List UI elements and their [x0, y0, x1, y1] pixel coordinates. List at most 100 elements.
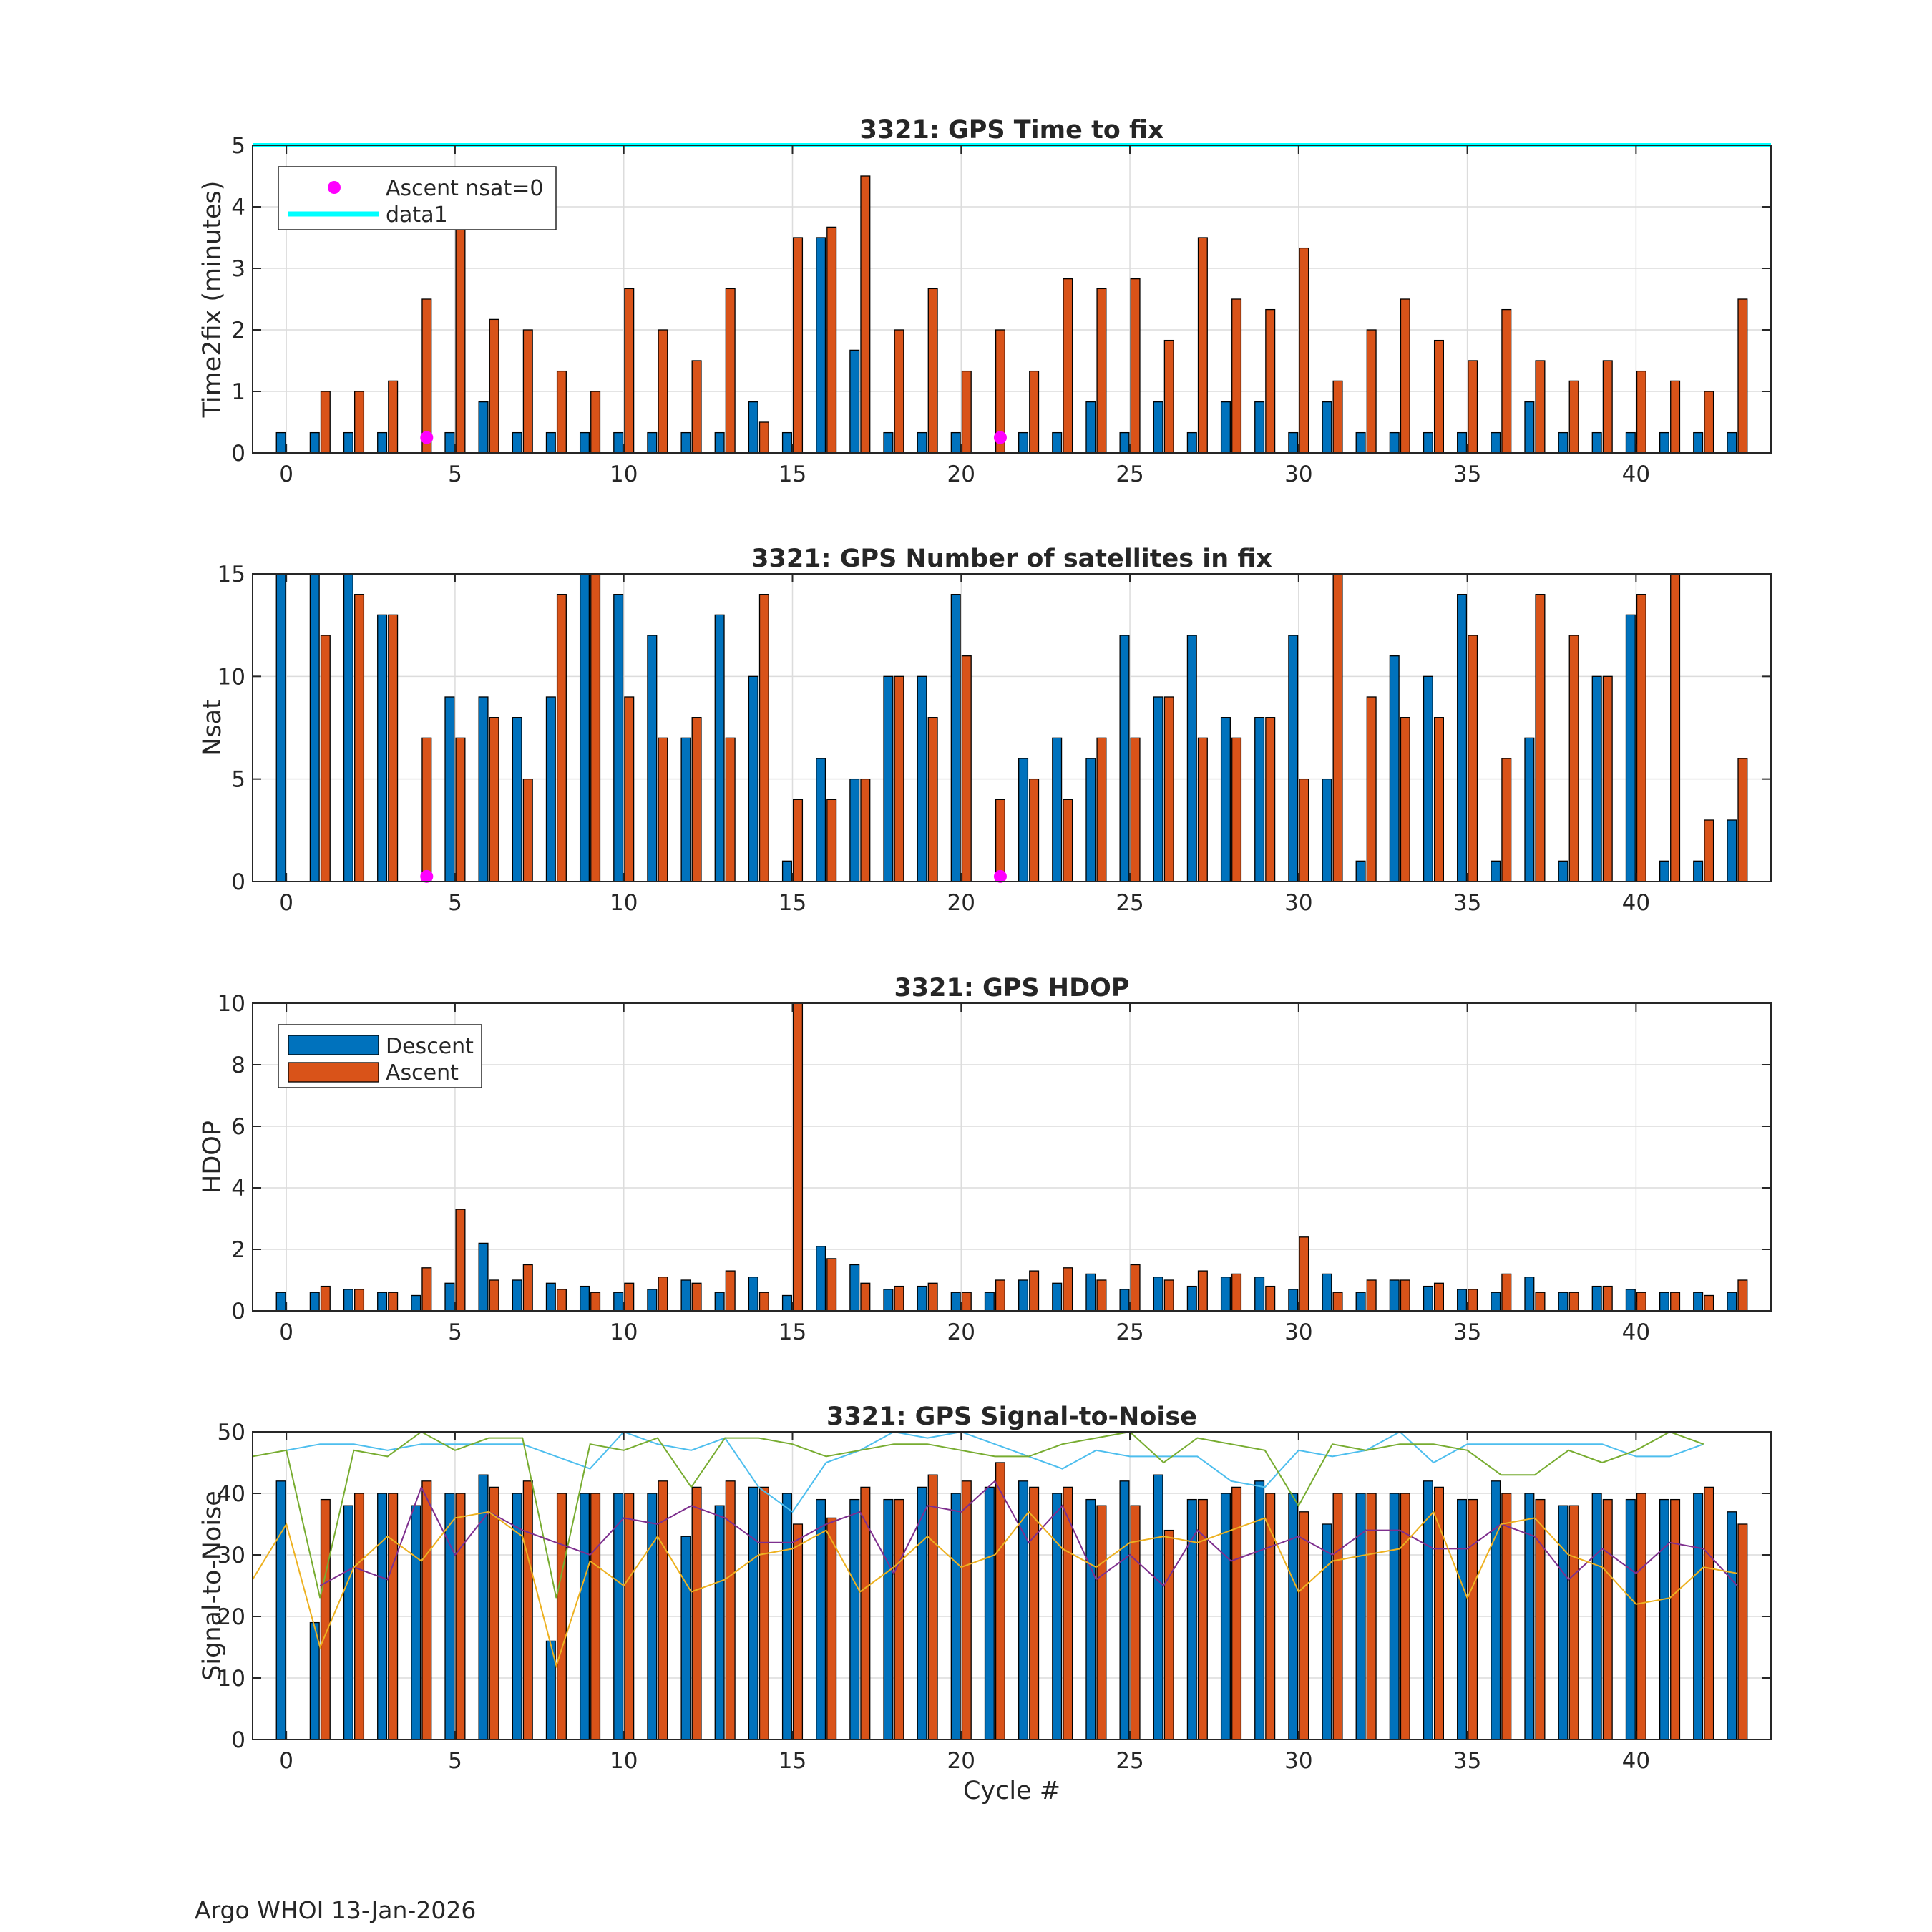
ascent-bar-39: [1602, 360, 1613, 454]
nsat-zero-marker-21: [993, 431, 1007, 444]
descent-bar-14: [748, 401, 758, 454]
ascent-bar-28: [1231, 1486, 1242, 1740]
ascent-bar-12: [691, 1486, 702, 1740]
ascent-bar-32: [1366, 1279, 1377, 1312]
ascent-bar-19: [927, 288, 938, 454]
ascent-bar-19: [927, 1474, 938, 1740]
ascent-bar-41: [1670, 380, 1681, 454]
x-tick-label: 30: [1284, 462, 1312, 487]
descent-bar-0: [275, 431, 286, 454]
ascent-bar-33: [1400, 298, 1410, 454]
descent-bar-42: [1693, 1292, 1704, 1312]
ascent-bar-24: [1096, 737, 1107, 882]
ascent-bar-14: [758, 421, 769, 454]
descent-bar-14: [748, 1486, 758, 1740]
descent-bar-12: [680, 1536, 691, 1740]
x-tick-label: 15: [779, 1748, 806, 1774]
ascent-bar-26: [1163, 339, 1174, 454]
ascent-bar-29: [1265, 717, 1276, 882]
descent-bar-30: [1288, 1493, 1299, 1740]
descent-bar-18: [883, 675, 894, 882]
ascent-bar-40: [1636, 1292, 1646, 1312]
descent-bar-42: [1693, 1493, 1704, 1740]
x-tick-label: 25: [1116, 1319, 1143, 1345]
descent-bar-27: [1186, 1498, 1197, 1740]
ascent-bar-16: [826, 1258, 837, 1312]
ascent-bar-39: [1602, 675, 1613, 882]
descent-bar-4: [411, 1505, 421, 1740]
x-tick-label: 10: [610, 890, 638, 916]
descent-bar-11: [647, 635, 658, 882]
descent-bar-15: [781, 1493, 792, 1740]
x-tick-label: 25: [1116, 462, 1143, 487]
descent-bar-43: [1727, 1292, 1737, 1312]
descent-bar-12: [680, 1279, 691, 1312]
chart-title: 3321: GPS HDOP: [894, 974, 1129, 1002]
descent-bar-22: [1018, 758, 1029, 882]
ascent-bar-23: [1063, 799, 1073, 882]
x-tick-label: 0: [279, 890, 293, 916]
nsat-zero-markers: [420, 431, 1007, 444]
ascent-bar-24: [1096, 1505, 1107, 1740]
ascent-bar-7: [522, 329, 533, 454]
descent-bar-31: [1322, 1273, 1332, 1312]
ascent-bar-22: [1029, 779, 1040, 882]
x-tick-label: 5: [448, 890, 462, 916]
y-tick-label: 0: [231, 441, 245, 467]
ascent-bar-31: [1332, 573, 1343, 882]
ascent-bar-9: [590, 573, 601, 882]
nsat-zero-marker-4: [420, 431, 434, 444]
descent-bar-10: [613, 1292, 624, 1312]
descent-bar-24: [1085, 1498, 1096, 1740]
ascent-bar-38: [1568, 1505, 1579, 1740]
descent-bar-5: [444, 1493, 455, 1740]
descent-bar-38: [1558, 1292, 1568, 1312]
legend-marker-icon: [328, 181, 341, 194]
ascent-bar-13: [725, 1270, 736, 1312]
descent-bar-32: [1355, 1493, 1366, 1740]
ascent-bar-18: [894, 329, 904, 454]
x-tick-label: 40: [1622, 890, 1650, 916]
descent-bar-8: [545, 696, 556, 882]
descent-bar-11: [647, 1289, 658, 1312]
chart-title: 3321: GPS Signal-to-Noise: [826, 1402, 1197, 1431]
ascent-bar-17: [860, 1486, 871, 1740]
descent-bar-39: [1591, 1285, 1602, 1312]
y-tick-label: 1: [231, 379, 245, 405]
ascent-bar-40: [1636, 594, 1646, 882]
snr-cyan-line: [286, 1430, 1704, 1513]
descent-bar-36: [1491, 1480, 1501, 1740]
ascent-bar-9: [590, 391, 601, 454]
ascent-bar-8: [556, 370, 567, 454]
descent-bar-13: [714, 431, 725, 454]
ascent-bar-4: [421, 1267, 432, 1312]
descent-bar-15: [781, 860, 792, 882]
descent-bar-5: [444, 1282, 455, 1312]
y-tick-label: 4: [231, 195, 245, 220]
ascent-bar-2: [353, 1493, 365, 1740]
ascent-bar-36: [1501, 1493, 1512, 1740]
descent-bar-9: [579, 1493, 590, 1740]
ascent-bar-38: [1568, 635, 1579, 882]
descent-bar-17: [849, 1264, 860, 1312]
ascent-bar-34: [1433, 1282, 1444, 1312]
plot-area: [253, 1003, 1771, 1311]
ascent-bar-12: [691, 717, 702, 882]
descent-bar-12: [680, 737, 691, 882]
descent-bar-33: [1389, 1279, 1400, 1312]
descent-bar-27: [1186, 635, 1197, 882]
ascent-bar-3: [388, 1493, 399, 1740]
legend-box: [278, 166, 557, 230]
descent-bar-28: [1220, 1277, 1231, 1312]
ascent-bar-3: [388, 614, 399, 882]
ascent-bar-35: [1468, 1289, 1478, 1312]
panel-snr: 0 5 10 15 20 25 30 35 40 0 10 20 30 40 50 3321: GPS Sig…: [198, 1402, 1772, 1805]
legend-label-ascent: Ascent: [386, 1060, 459, 1085]
ascent-bar-20: [961, 1292, 972, 1312]
y-tick-label: 6: [231, 1114, 245, 1140]
ascent-bar-1: [320, 635, 331, 882]
descent-bar-34: [1423, 1480, 1433, 1740]
descent-bar-16: [816, 237, 826, 454]
ascent-bar-35: [1468, 360, 1478, 454]
descent-bar-6: [478, 1242, 489, 1312]
